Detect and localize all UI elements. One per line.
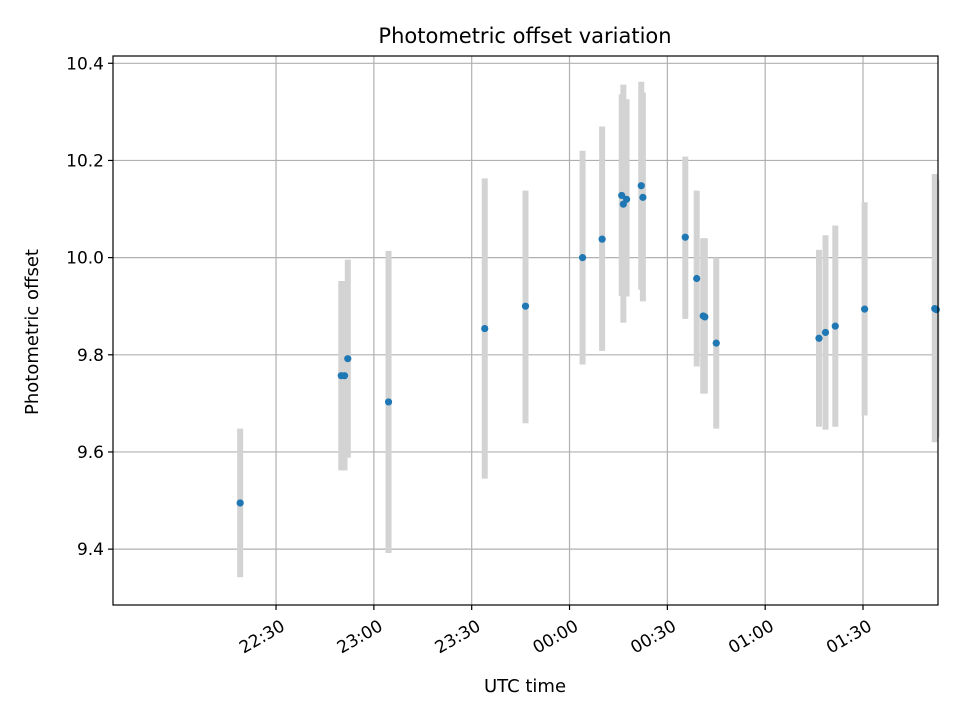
error-bars: [237, 81, 940, 578]
x-tick-label: 00:30: [627, 616, 679, 658]
x-tick-label: 01:30: [823, 616, 875, 658]
y-axis-ticks: 9.4 9.6 9.8 10.0 10.2 10.4: [66, 54, 113, 560]
data-point: [815, 334, 823, 342]
axes-frame: [112, 55, 939, 606]
data-point: [481, 324, 489, 333]
x-tick-label: 23:00: [334, 616, 386, 658]
x-axis-label: UTC time: [484, 676, 566, 697]
data-point: [618, 191, 626, 200]
x-tick-label: 23:30: [432, 616, 484, 658]
data-point: [701, 313, 709, 321]
y-tick-label: 10.4: [66, 54, 104, 74]
data-point: [693, 274, 701, 283]
data-point: [521, 302, 530, 310]
chart-title: Photometric offset variation: [378, 24, 671, 48]
data-point: [932, 306, 940, 314]
data-point: [578, 254, 587, 262]
data-point: [340, 372, 349, 380]
data-point: [712, 339, 720, 347]
data-point: [639, 193, 647, 201]
x-axis-ticks: 22:30 23:00 23:30 00:00 00:30 01:00 01:30: [236, 605, 876, 658]
data-point: [384, 398, 393, 406]
x-tick-label: 00:00: [530, 616, 582, 658]
data-points: [236, 182, 940, 507]
y-tick-label: 9.4: [77, 540, 104, 560]
y-tick-label: 9.8: [77, 346, 104, 366]
grid: [113, 56, 938, 605]
y-tick-label: 9.6: [77, 443, 104, 463]
data-point: [681, 233, 689, 241]
data-point: [236, 499, 244, 507]
y-tick-label: 10.0: [66, 249, 104, 269]
data-point: [831, 322, 839, 330]
x-tick-label: 01:00: [725, 616, 777, 658]
data-point: [622, 195, 631, 203]
data-point: [344, 355, 352, 363]
y-axis-label: Photometric offset: [22, 249, 43, 415]
data-point: [637, 182, 645, 190]
y-tick-label: 10.2: [66, 151, 104, 171]
data-point: [598, 235, 606, 243]
x-tick-label: 22:30: [236, 616, 288, 658]
data-point: [821, 328, 830, 337]
data-point: [861, 305, 869, 313]
